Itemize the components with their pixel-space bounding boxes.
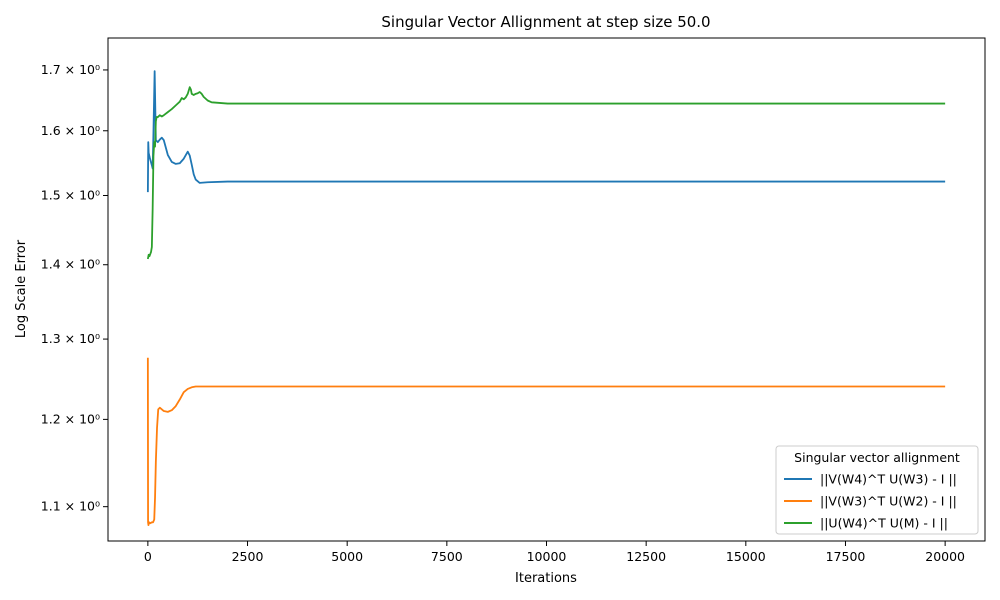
y-tick-label: 1.5 × 10⁰ [41, 188, 100, 203]
chart-title: Singular Vector Allignment at step size … [381, 13, 710, 31]
x-tick-label: 10000 [527, 549, 567, 564]
x-tick-label: 0 [144, 549, 152, 564]
y-tick-label: 1.4 × 10⁰ [41, 257, 100, 272]
x-tick-label: 20000 [925, 549, 965, 564]
axes: 0 2500 5000 7500 10000 12500 15000 17500 20000 1.… [41, 37, 986, 564]
x-tick-label: 5000 [331, 549, 363, 564]
x-tick-label: 7500 [431, 549, 463, 564]
series-line-1 [146, 70, 946, 193]
x-tick-label: 12500 [626, 549, 666, 564]
y-tick-label: 1.3 × 10⁰ [41, 331, 100, 346]
y-axis-label: Log Scale Error [14, 239, 29, 338]
series-line-2 [146, 357, 946, 526]
x-axis-label: Iterations [515, 571, 577, 586]
x-tick-label: 2500 [232, 549, 264, 564]
legend-box [775, 445, 979, 535]
y-tick-label: 1.2 × 10⁰ [41, 411, 100, 426]
legend: Singular vector allignment ||V(W4)^T U(W3… [775, 445, 979, 535]
legend-title: Singular vector allignment [794, 450, 960, 465]
legend-label-3: ||U(W4)^T U(M) - I || [820, 516, 948, 531]
y-tick-label: 1.1 × 10⁰ [41, 499, 100, 514]
series-line-3 [146, 86, 946, 260]
legend-label-1: ||V(W4)^T U(W3) - I || [820, 472, 957, 487]
y-tick-label: 1.7 × 10⁰ [41, 62, 100, 77]
x-tick-label: 17500 [826, 549, 866, 564]
y-tick-label: 1.6 × 10⁰ [41, 123, 100, 138]
plot-series [146, 70, 946, 526]
x-tick-label: 15000 [726, 549, 766, 564]
legend-label-2: ||V(W3)^T U(W2) - I || [820, 494, 957, 509]
